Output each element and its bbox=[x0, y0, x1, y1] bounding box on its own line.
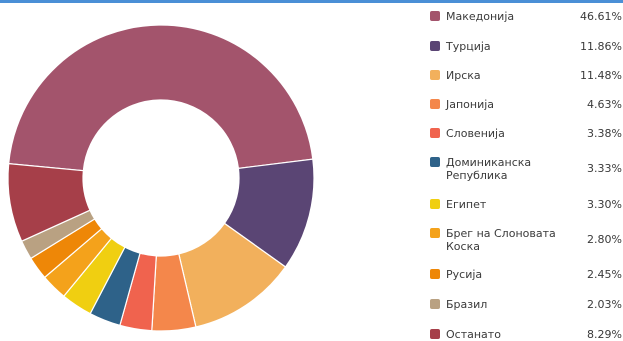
legend-item[interactable]: Брег на Слоновата Коска 2.80% bbox=[430, 227, 623, 253]
donut-chart bbox=[0, 0, 430, 341]
legend-item[interactable]: Словенија 3.38% bbox=[430, 127, 623, 140]
legend-value: 4.63% bbox=[587, 98, 622, 111]
legend-value: 2.45% bbox=[587, 268, 622, 281]
legend-value: 3.33% bbox=[587, 162, 622, 175]
legend-value: 46.61% bbox=[580, 10, 622, 23]
legend-label: Словенија bbox=[446, 127, 566, 140]
legend-swatch bbox=[430, 269, 440, 279]
legend-item[interactable]: Јапонија 4.63% bbox=[430, 98, 623, 111]
legend-swatch bbox=[430, 157, 440, 167]
legend-swatch bbox=[430, 99, 440, 109]
legend-label: Доминиканска Република bbox=[446, 156, 566, 182]
legend-label: Русија bbox=[446, 268, 566, 281]
legend-item[interactable]: Бразил 2.03% bbox=[430, 298, 623, 311]
legend-item[interactable]: Русија 2.45% bbox=[430, 268, 623, 281]
chart-legend: Македонија 46.61% Турција 11.86% Ирска 11.48%… bbox=[430, 0, 623, 341]
legend-label: Македонија bbox=[446, 10, 566, 23]
legend-swatch bbox=[430, 128, 440, 138]
legend-value: 8.29% bbox=[587, 328, 622, 341]
legend-value: 11.86% bbox=[580, 40, 622, 53]
legend-label: Брег на Слоновата Коска bbox=[446, 227, 566, 253]
legend-label: Останато bbox=[446, 328, 566, 341]
legend-swatch bbox=[430, 11, 440, 21]
legend-label: Бразил bbox=[446, 298, 566, 311]
legend-item[interactable]: Турција 11.86% bbox=[430, 40, 623, 53]
legend-item[interactable]: Египет 3.30% bbox=[430, 198, 623, 211]
donut-slice-1[interactable] bbox=[9, 25, 313, 171]
legend-value: 3.30% bbox=[587, 198, 622, 211]
legend-label: Турција bbox=[446, 40, 566, 53]
legend-item[interactable]: Доминиканска Република 3.33% bbox=[430, 156, 623, 182]
legend-label: Јапонија bbox=[446, 98, 566, 111]
legend-value: 2.03% bbox=[587, 298, 622, 311]
legend-item[interactable]: Македонија 46.61% bbox=[430, 10, 623, 23]
legend-swatch bbox=[430, 228, 440, 238]
legend-label: Египет bbox=[446, 198, 566, 211]
legend-label: Ирска bbox=[446, 69, 566, 82]
legend-item[interactable]: Ирска 11.48% bbox=[430, 69, 623, 82]
legend-swatch bbox=[430, 299, 440, 309]
legend-swatch bbox=[430, 199, 440, 209]
legend-swatch bbox=[430, 41, 440, 51]
legend-value: 11.48% bbox=[580, 69, 622, 82]
legend-value: 3.38% bbox=[587, 127, 622, 140]
legend-swatch bbox=[430, 329, 440, 339]
legend-item[interactable]: Останато 8.29% bbox=[430, 328, 623, 341]
legend-value: 2.80% bbox=[587, 233, 622, 246]
legend-swatch bbox=[430, 70, 440, 80]
